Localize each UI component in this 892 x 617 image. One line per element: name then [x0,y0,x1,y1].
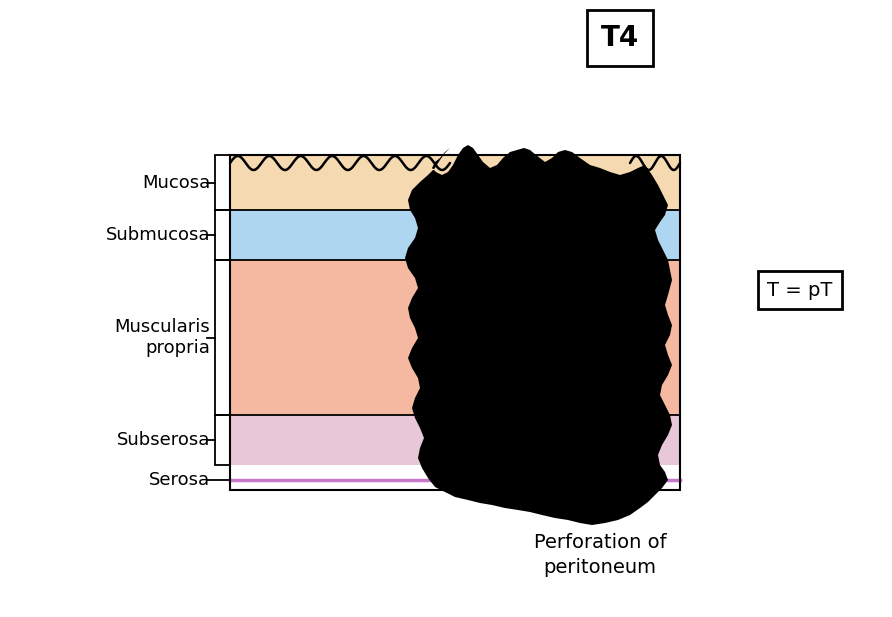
Bar [230,155,680,210]
Text: Subserosa: Subserosa [117,431,210,449]
Text: Mucosa: Mucosa [142,173,210,191]
Text: T4: T4 [601,24,640,52]
Polygon shape [405,145,672,525]
Text: Serosa: Serosa [149,471,210,489]
Bar [230,415,680,465]
Text: Muscularis
propria: Muscularis propria [114,318,210,357]
Text: Submucosa: Submucosa [105,226,210,244]
Text: T = pT: T = pT [767,281,833,299]
Bar [230,155,680,490]
Bar [230,210,680,260]
Bar [230,260,680,415]
Text: Perforation of
peritoneum: Perforation of peritoneum [533,533,666,577]
